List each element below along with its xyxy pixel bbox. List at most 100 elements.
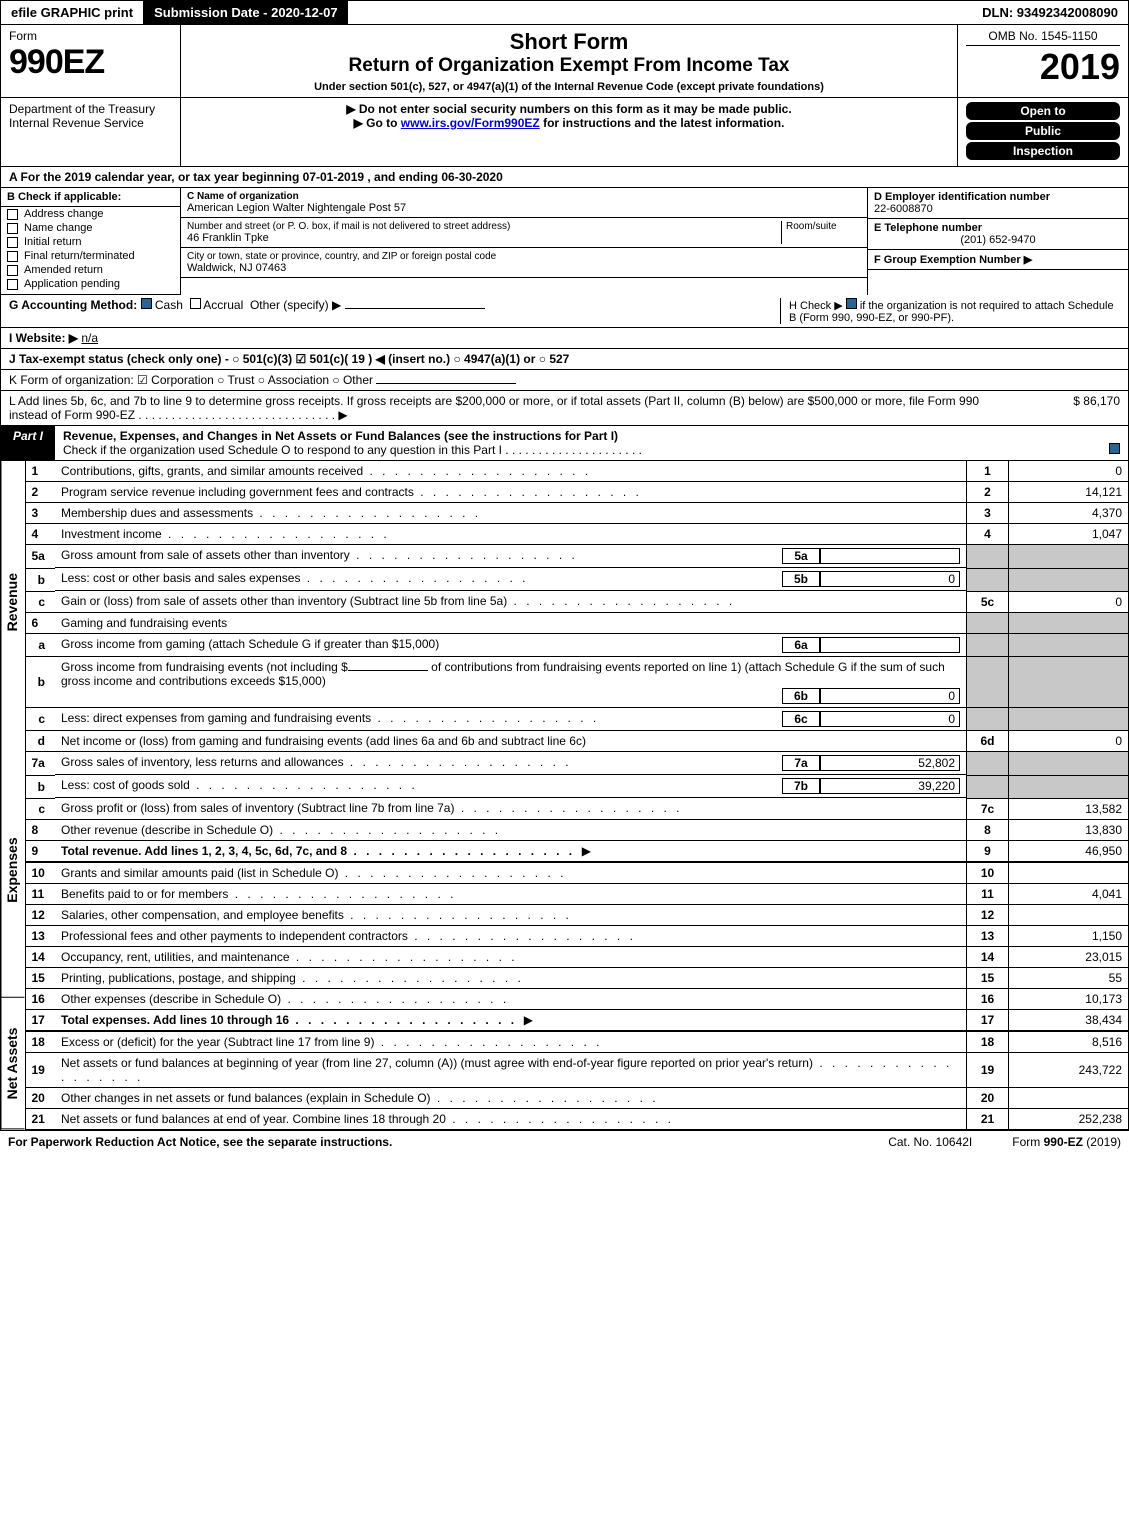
section-i-row: I Website: ▶ n/a xyxy=(0,328,1129,349)
ein-value: 22-6008870 xyxy=(874,203,1122,215)
line-17-amt: 38,434 xyxy=(1009,1009,1129,1031)
submission-date: Submission Date - 2020-12-07 xyxy=(144,1,348,24)
revenue-side-label: Revenue xyxy=(1,461,25,744)
line-6d-amt: 0 xyxy=(1009,731,1129,752)
form-footer: Form 990-EZ (2019) xyxy=(1012,1135,1121,1149)
line-1-label: Contributions, gifts, grants, and simila… xyxy=(55,461,967,482)
part-1-tab: Part I xyxy=(1,426,55,460)
line-6b-contrib-field[interactable] xyxy=(348,670,428,671)
other-specify-field[interactable] xyxy=(345,308,485,309)
line-2-amt: 14,121 xyxy=(1009,482,1129,503)
line-5c-label: Gain or (loss) from sale of assets other… xyxy=(55,591,967,612)
line-15-label: Printing, publications, postage, and shi… xyxy=(55,967,967,988)
line-2-label: Program service revenue including govern… xyxy=(55,482,967,503)
header-row-2: Department of the Treasury Internal Reve… xyxy=(0,98,1129,167)
line-7a-label: Gross sales of inventory, less returns a… xyxy=(61,755,782,771)
line-7c-label: Gross profit or (loss) from sales of inv… xyxy=(55,798,967,819)
instruction-ssn: ▶ Do not enter social security numbers o… xyxy=(189,102,949,116)
chk-name-change[interactable]: Name change xyxy=(1,221,180,235)
line-21-label: Net assets or fund balances at end of ye… xyxy=(55,1108,967,1129)
street-value: 46 Franklin Tpke xyxy=(187,232,781,244)
line-6b-inner: 0 xyxy=(820,688,960,704)
line-6-label: Gaming and fundraising events xyxy=(55,612,967,633)
line-9-label: Total revenue. Add lines 1, 2, 3, 4, 5c,… xyxy=(61,844,575,858)
line-18-amt: 8,516 xyxy=(1009,1031,1129,1053)
title-under-section: Under section 501(c), 527, or 4947(a)(1)… xyxy=(189,81,949,93)
room-suite-label: Room/suite xyxy=(781,221,861,244)
section-l-row: L Add lines 5b, 6c, and 7b to line 9 to … xyxy=(0,391,1129,426)
title-return: Return of Organization Exempt From Incom… xyxy=(189,55,949,77)
line-4-label: Investment income xyxy=(55,524,967,545)
line-7b-inner: 39,220 xyxy=(820,778,960,794)
inspection: Inspection xyxy=(966,142,1120,160)
page-footer: For Paperwork Reduction Act Notice, see … xyxy=(0,1130,1129,1153)
line-6d-label: Net income or (loss) from gaming and fun… xyxy=(55,731,967,752)
gross-receipts-amount: $ 86,170 xyxy=(1020,394,1120,422)
instruction-goto: ▶ Go to www.irs.gov/Form990EZ for instru… xyxy=(189,116,949,130)
line-12-amt xyxy=(1009,904,1129,925)
line-10-amt xyxy=(1009,862,1129,884)
chk-address-change[interactable]: Address change xyxy=(1,207,180,221)
chk-application-pending[interactable]: Application pending xyxy=(1,277,180,295)
section-k-text: K Form of organization: ☑ Corporation ○ … xyxy=(9,373,373,387)
line-6a-label: Gross income from gaming (attach Schedul… xyxy=(61,637,782,653)
netassets-side-label: Net Assets xyxy=(1,998,25,1129)
section-d-label: D Employer identification number xyxy=(874,191,1122,203)
form-word: Form xyxy=(9,29,172,43)
irs-link[interactable]: www.irs.gov/Form990EZ xyxy=(401,116,540,130)
efile-graphic-print[interactable]: efile GRAPHIC print xyxy=(1,1,144,24)
line-6c-label: Less: direct expenses from gaming and fu… xyxy=(61,711,782,727)
chk-amended-return[interactable]: Amended return xyxy=(1,263,180,277)
title-short-form: Short Form xyxy=(189,29,949,55)
org-info-grid: B Check if applicable: Address change Na… xyxy=(0,188,1129,295)
line-17-label: Total expenses. Add lines 10 through 16 xyxy=(61,1013,517,1027)
line-5b-inner: 0 xyxy=(820,571,960,587)
line-5b-label: Less: cost or other basis and sales expe… xyxy=(61,571,782,587)
line-19-label: Net assets or fund balances at beginning… xyxy=(55,1052,967,1087)
omb-number: OMB No. 1545-1150 xyxy=(966,29,1120,46)
internal-revenue: Internal Revenue Service xyxy=(9,116,172,130)
chk-cash[interactable] xyxy=(141,298,152,309)
line-8-amt: 13,830 xyxy=(1009,819,1129,840)
chk-initial-return[interactable]: Initial return xyxy=(1,235,180,249)
line-21-amt: 252,238 xyxy=(1009,1108,1129,1129)
line-3-amt: 4,370 xyxy=(1009,503,1129,524)
expenses-side-label: Expenses xyxy=(1,744,25,998)
chk-schedule-b-not-required[interactable] xyxy=(846,298,857,309)
section-l-text: L Add lines 5b, 6c, and 7b to line 9 to … xyxy=(9,394,1020,422)
city-label: City or town, state or province, country… xyxy=(187,251,861,262)
line-13-label: Professional fees and other payments to … xyxy=(55,925,967,946)
form-number: 990EZ xyxy=(9,43,172,82)
dept-treasury: Department of the Treasury xyxy=(9,102,172,116)
dln-number: DLN: 93492342008090 xyxy=(972,1,1128,24)
chk-accrual[interactable] xyxy=(190,298,201,309)
section-j-text: J Tax-exempt status (check only one) - ○… xyxy=(9,352,569,366)
line-13-amt: 1,150 xyxy=(1009,925,1129,946)
part-1-check-text: Check if the organization used Schedule … xyxy=(63,443,1109,457)
line-14-label: Occupancy, rent, utilities, and maintena… xyxy=(55,946,967,967)
street-label: Number and street (or P. O. box, if mail… xyxy=(187,221,781,232)
telephone-value: (201) 652-9470 xyxy=(874,234,1122,246)
section-a-period: A For the 2019 calendar year, or tax yea… xyxy=(0,167,1129,188)
line-1-amt: 0 xyxy=(1009,461,1129,482)
line-6c-inner: 0 xyxy=(820,711,960,727)
other-org-field[interactable] xyxy=(376,383,516,384)
part-1-title: Revenue, Expenses, and Changes in Net As… xyxy=(63,429,1120,443)
line-19-amt: 243,722 xyxy=(1009,1052,1129,1087)
open-to: Open to xyxy=(966,102,1120,120)
line-20-amt xyxy=(1009,1087,1129,1108)
line-6a-inner xyxy=(820,637,960,653)
part-1-lines-table: 1Contributions, gifts, grants, and simil… xyxy=(25,461,1129,1130)
section-b-label: B Check if applicable: xyxy=(1,188,180,207)
line-7c-amt: 13,582 xyxy=(1009,798,1129,819)
section-i-label: I Website: ▶ xyxy=(9,331,78,345)
section-k-row: K Form of organization: ☑ Corporation ○ … xyxy=(0,370,1129,391)
line-16-amt: 10,173 xyxy=(1009,988,1129,1009)
section-g-label: G Accounting Method: xyxy=(9,298,137,312)
website-value: n/a xyxy=(81,331,98,345)
chk-schedule-o-used[interactable] xyxy=(1109,443,1120,454)
chk-final-return[interactable]: Final return/terminated xyxy=(1,249,180,263)
paperwork-notice: For Paperwork Reduction Act Notice, see … xyxy=(8,1135,392,1149)
line-15-amt: 55 xyxy=(1009,967,1129,988)
section-g-h-row: G Accounting Method: Cash Accrual Other … xyxy=(0,295,1129,328)
